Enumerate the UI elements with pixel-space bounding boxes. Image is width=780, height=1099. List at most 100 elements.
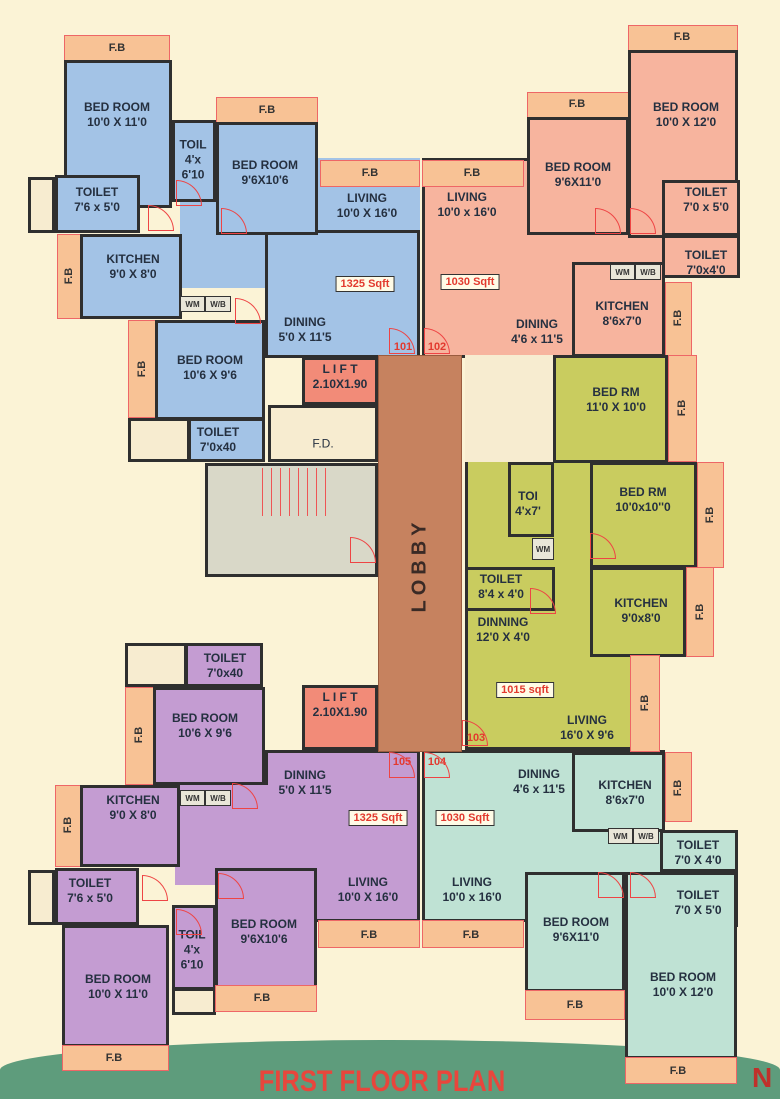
stair-tread (289, 468, 290, 516)
room (55, 868, 139, 925)
room (662, 235, 740, 278)
room-size: 8'6x7'0 (605, 793, 645, 807)
room-size: 9'6X11'0 (554, 175, 602, 189)
room-size: 4'6 x 11'5 (511, 332, 563, 346)
flower-bed (630, 655, 660, 752)
fire-duct-label: F.D. (312, 436, 334, 451)
lift-bottom (302, 685, 378, 750)
room-size: 10'6 X 9'6 (183, 368, 237, 382)
room-label: TOILET 8'4 x 4'0 (478, 572, 524, 602)
flower-bed-label: F.B (63, 267, 75, 285)
room-name: KITCHEN (106, 252, 160, 266)
flower-bed (57, 234, 82, 319)
lift-label: L I F T 2.10X1.90 (313, 362, 368, 392)
room-label: TOILET 7'0 X 5'0 (674, 888, 721, 918)
flower-bed (686, 567, 714, 657)
room-name: BED ROOM (232, 158, 298, 172)
room-name: BED ROOM (653, 100, 719, 114)
room-label: DINING 4'6 x 11'5 (511, 317, 563, 347)
room (662, 180, 740, 236)
room-name: TOILET (676, 838, 720, 852)
room-label: KITCHEN 9'0 X 8'0 (106, 793, 159, 823)
room-size: 9'0 X 8'0 (109, 267, 157, 281)
room-size: 7'0 x 5'0 (683, 200, 729, 214)
flower-bed (55, 785, 82, 867)
unit-area-badge: 1325 Sqft (348, 810, 408, 826)
room-size: 7'0x40 (206, 666, 244, 680)
room-label: LIVING 16'0 X 9'6 (560, 713, 614, 743)
room-size: 4'x 6'10 (181, 152, 205, 182)
room-label: BED ROOM 10'0 X 12'0 (650, 970, 716, 1000)
room (625, 872, 737, 1059)
room-name: LIVING (566, 713, 607, 727)
door-swing (235, 298, 261, 324)
duct (128, 418, 190, 462)
room-name: LIVING (451, 875, 492, 889)
room-name: TOILET (203, 651, 247, 665)
room-name: LIVING (347, 875, 389, 889)
flower-bed (668, 355, 697, 462)
room-label: LIVING 10'0 x 16'0 (437, 190, 496, 220)
room-size: 10'6 X 9'6 (178, 726, 232, 740)
room-size: 7'0x4'0 (686, 263, 726, 277)
flower-bed-label: F.B (361, 167, 379, 179)
room-size: 7'0 X 4'0 (674, 853, 722, 867)
room-size: 7'6 x 5'0 (74, 200, 120, 214)
room-size: 5'0 X 11'5 (278, 783, 332, 797)
room-size: 9'6X11'0 (552, 930, 600, 944)
room-name: BED ROOM (177, 353, 243, 367)
flower-bed-label: F.B (136, 360, 148, 378)
room (660, 830, 738, 872)
lobby-label: LOBBY (408, 517, 431, 613)
room-name: DINING (284, 315, 326, 329)
room-name: BED ROOM (543, 915, 609, 929)
room-name: TOIL (179, 137, 207, 152)
stair-tread (325, 468, 326, 516)
flower-bed (64, 35, 170, 62)
room-name: TOILET (68, 876, 112, 890)
room-label: TOILET 7'6 x 5'0 (74, 185, 120, 215)
flower-bed-label: F.B (639, 694, 651, 712)
room-size: 9'6X10'6 (241, 173, 289, 187)
room-label: TOILET 7'0x40 (204, 651, 246, 681)
flower-bed-label: F.B (673, 31, 691, 43)
room-label: DINING 5'0 X 11'5 (278, 768, 331, 798)
room-name: DINING (515, 317, 558, 331)
room-name: LIVING (446, 190, 487, 204)
unit-area-badge: 1015 sqft (496, 682, 554, 698)
room-label: DINING 5'0 X 11'5 (278, 315, 331, 345)
room-label: BED ROOM 10'0 X 11'0 (85, 972, 151, 1002)
lift-size: 2.10X1.90 (312, 705, 368, 719)
flower-bed (215, 985, 317, 1012)
lobby (378, 355, 462, 752)
room-size: 9'6X10'6 (240, 932, 288, 946)
door-swing (142, 875, 168, 901)
room-label: TOILET 7'0x40 (197, 425, 239, 455)
room-size: 10'0 X 16'0 (337, 890, 399, 904)
flower-bed-label: F.B (253, 992, 271, 1004)
balcony (28, 870, 55, 925)
stair-tread (271, 468, 272, 516)
stair-tread (307, 468, 308, 516)
room-size: 10'0x10''0 (615, 500, 671, 514)
room-label: BED RM 10'0x10''0 (615, 485, 670, 515)
room-label: KITCHEN 8'6x7'0 (595, 299, 648, 329)
room (80, 234, 182, 319)
room-label: BED ROOM 9'6X10'6 (231, 917, 297, 947)
room-label: BED ROOM 9'6X11'0 (543, 915, 609, 945)
room-size: 9'0 X 8'0 (109, 808, 157, 822)
room-label: BED ROOM 9'6X11'0 (545, 160, 611, 190)
room-size: 10'0 X 11'0 (88, 987, 148, 1001)
wash-basin-area: W/B (635, 264, 661, 280)
room-size: 7'6 x 5'0 (67, 891, 113, 905)
room-name: TOILET (196, 425, 240, 439)
room-label: TOILET 7'0 X 4'0 (674, 838, 721, 868)
duct (125, 643, 187, 687)
washing-machine-area: WM (180, 296, 205, 312)
flower-bed-label: F.B (62, 816, 74, 834)
wash-basin-area: W/B (205, 790, 231, 806)
room-size: 10'0 x 16'0 (437, 205, 497, 219)
page-title: FIRST FLOOR PLAN (258, 1065, 506, 1098)
room-name: BED ROOM (231, 917, 297, 931)
